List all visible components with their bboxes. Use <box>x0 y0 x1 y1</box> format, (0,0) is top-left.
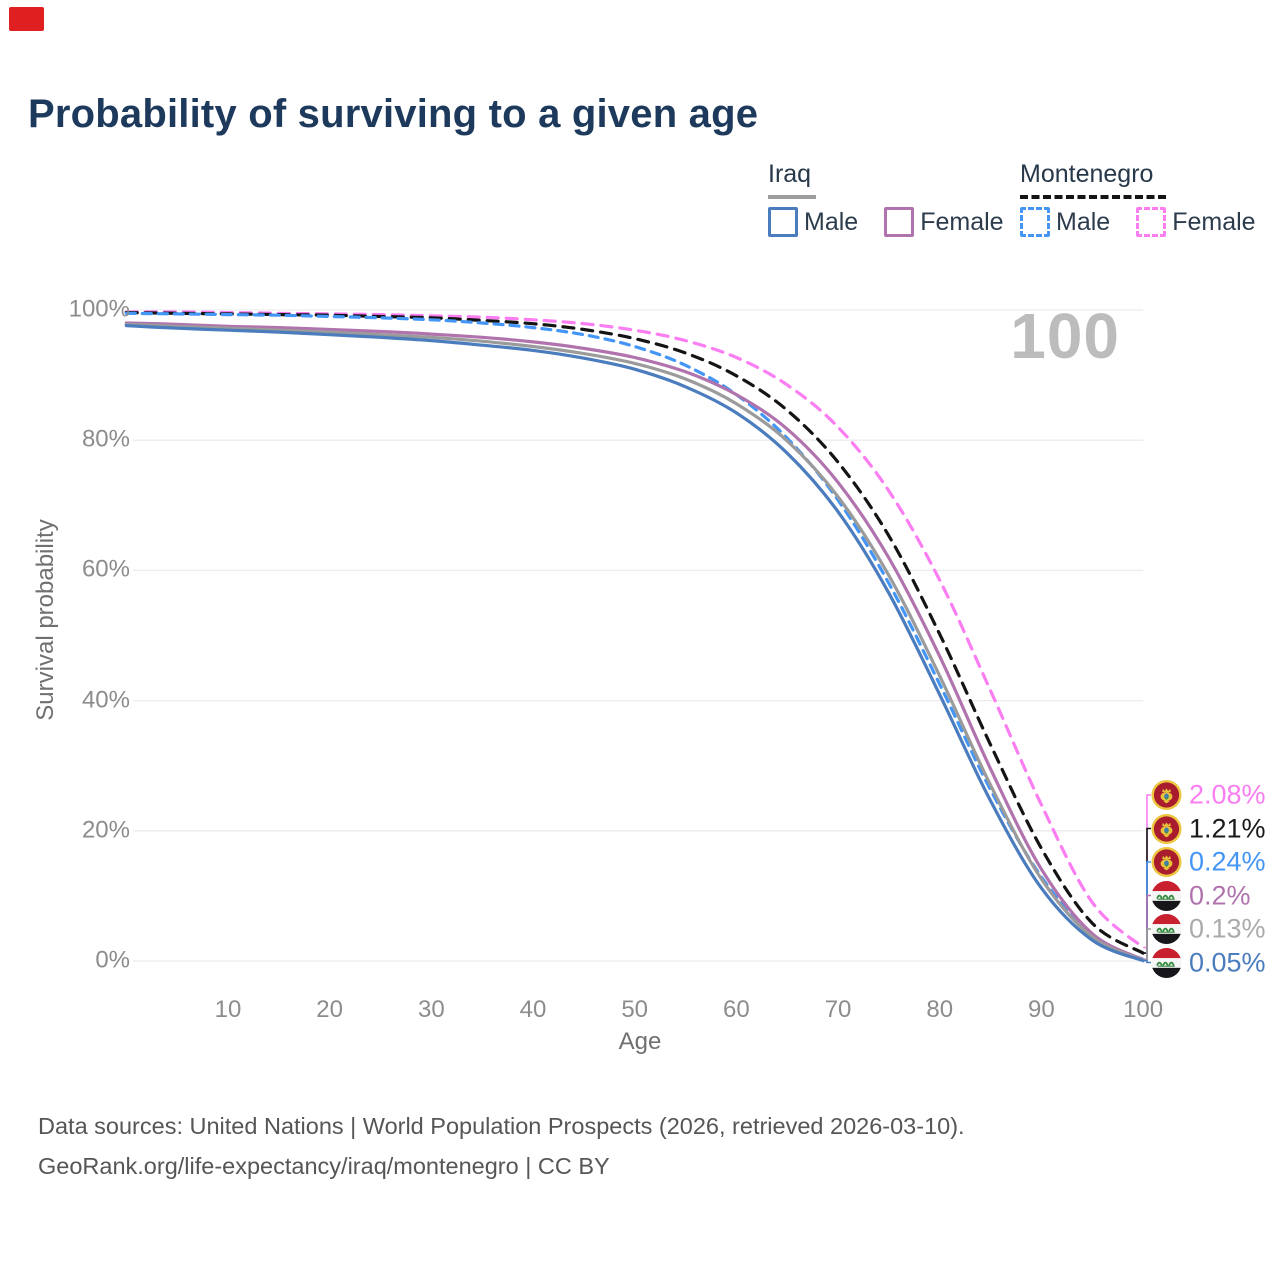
iraq-flag-icon <box>1151 880 1182 911</box>
montenegro-male-swatch-icon <box>1020 207 1050 237</box>
legend-group-montenegro: Montenegro Male Female <box>1020 160 1256 237</box>
iraq-flag-icon <box>1151 947 1182 978</box>
legend-country-montenegro[interactable]: Montenegro <box>1020 160 1154 188</box>
end-label-value: 2.08% <box>1189 779 1266 810</box>
y-tick-label: 20% <box>81 816 130 844</box>
curve-iraq-female[interactable] <box>124 321 1145 962</box>
iraq-male-swatch-icon <box>768 207 798 237</box>
curve-montenegro-female[interactable] <box>124 310 1145 950</box>
end-label-iraq-female: 0.2% <box>1151 880 1251 911</box>
legend-item-montenegro-male[interactable]: Male <box>1020 207 1110 237</box>
legend-underline-montenegro <box>1020 195 1166 199</box>
age-watermark: 100 <box>1010 300 1120 372</box>
end-label-value: 0.24% <box>1189 846 1266 877</box>
iraq-female-swatch-icon <box>884 207 915 237</box>
legend-item-label: Female <box>1172 207 1256 236</box>
legend-item-montenegro-female[interactable]: Female <box>1136 207 1256 237</box>
x-tick-label: 90 <box>1028 996 1055 1023</box>
gridlines <box>133 309 1144 962</box>
curve-iraq-male[interactable] <box>124 324 1145 963</box>
legend-group-iraq: Iraq Male Female <box>768 160 1004 237</box>
page-title: Probability of surviving to a given age <box>28 92 759 136</box>
x-tick-label: 50 <box>621 996 649 1023</box>
legend-item-iraq-female[interactable]: Female <box>884 207 1004 237</box>
end-label-value: 0.05% <box>1189 947 1266 977</box>
end-label-value: 0.13% <box>1189 913 1266 944</box>
montenegro-female-swatch-icon <box>1136 207 1167 237</box>
end-label-value: 1.21% <box>1189 813 1266 843</box>
y-tick-label: 100% <box>68 295 130 323</box>
y-tick-label: 0% <box>95 946 130 974</box>
legend-item-label: Male <box>1056 207 1111 236</box>
legend-item-label: Female <box>920 207 1004 236</box>
red-marker-overlay <box>9 7 44 31</box>
end-label-leader-lines <box>1143 794 1151 964</box>
end-label-montenegro-male: 0.24% <box>1151 847 1266 878</box>
end-label-montenegro-both-sexes: 1.21% <box>1151 813 1266 844</box>
legend-item-label: Male <box>804 207 859 236</box>
curve-montenegro-both-sexes[interactable] <box>124 311 1145 955</box>
iraq-flag-icon <box>1151 913 1182 945</box>
y-tick-label: 40% <box>81 686 130 714</box>
montenegro-flag-icon <box>1151 813 1182 844</box>
x-tick-label: 100 <box>1123 996 1164 1023</box>
y-tick-label: 60% <box>81 555 130 583</box>
montenegro-flag-icon <box>1151 846 1182 878</box>
x-tick-label: 10 <box>214 996 242 1023</box>
x-tick-label: 30 <box>417 996 445 1023</box>
end-label-iraq-male: 0.05% <box>1151 947 1266 978</box>
footer-link-line: GeoRank.org/life-expectancy/iraq/montene… <box>38 1153 610 1179</box>
footer-sources-line: Data sources: United Nations | World Pop… <box>38 1113 965 1139</box>
x-tick-label: 60 <box>723 996 750 1023</box>
x-axis-title: Age <box>618 1028 662 1055</box>
x-tick-label: 40 <box>519 996 547 1023</box>
y-tick-label: 80% <box>81 425 130 453</box>
legend-country-iraq[interactable]: Iraq <box>768 160 812 188</box>
end-label-value: 0.2% <box>1189 880 1251 910</box>
x-tick-label: 80 <box>926 996 954 1023</box>
montenegro-flag-icon <box>1151 779 1182 811</box>
legend-item-iraq-male[interactable]: Male <box>768 207 858 237</box>
x-tick-label: 20 <box>316 996 344 1023</box>
legend-underline-iraq <box>768 195 816 199</box>
curve-iraq-both-sexes[interactable] <box>124 322 1145 962</box>
data-sources-footer: Data sources: United Nations | World Pop… <box>38 1106 965 1186</box>
end-label-montenegro-female: 2.08% <box>1151 780 1266 811</box>
curve-montenegro-male[interactable] <box>124 311 1145 961</box>
end-label-iraq-both-sexes: 0.13% <box>1151 914 1266 945</box>
x-tick-label: 70 <box>824 996 852 1023</box>
y-axis-title: Survival probability <box>32 519 59 721</box>
